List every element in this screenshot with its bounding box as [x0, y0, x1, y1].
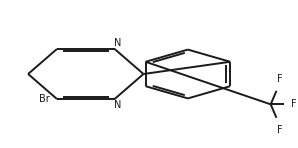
Text: F: F [277, 74, 283, 84]
Text: F: F [291, 99, 297, 109]
Text: F: F [277, 125, 283, 135]
Text: N: N [114, 100, 121, 110]
Text: N: N [114, 38, 121, 48]
Text: Br: Br [39, 94, 49, 104]
